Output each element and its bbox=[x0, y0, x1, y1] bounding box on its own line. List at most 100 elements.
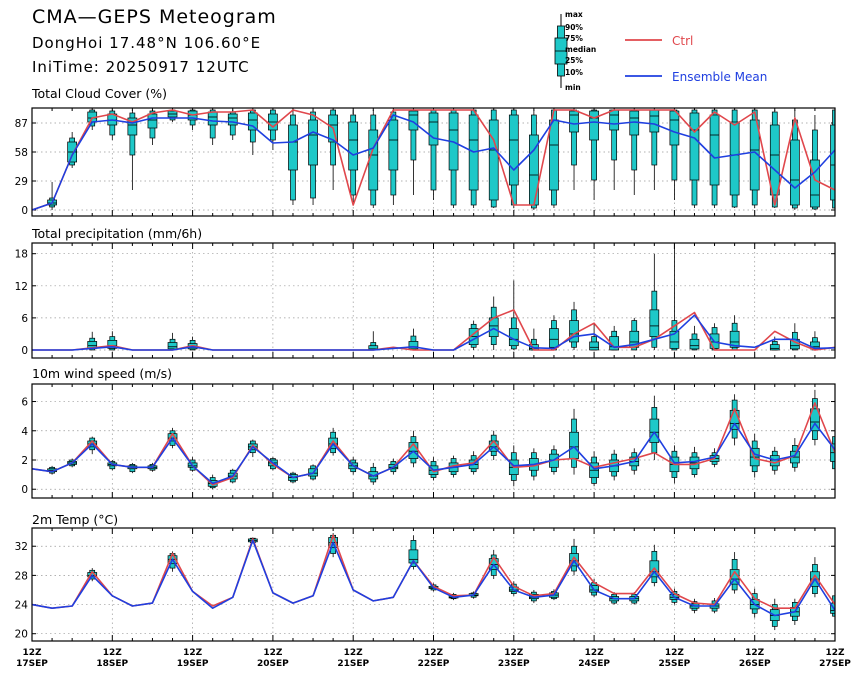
x-tick-label-time: 12Z bbox=[424, 648, 444, 658]
panel-plot-area bbox=[32, 243, 860, 351]
box-25-75 bbox=[167, 342, 178, 350]
x-tick-label-date: 19SEP bbox=[177, 659, 209, 669]
x-tick-label-date: 24SEP bbox=[578, 659, 610, 669]
box-25-75 bbox=[569, 110, 579, 133]
x-tick-label-time: 12Z bbox=[344, 648, 364, 658]
y-tick-label: 20 bbox=[15, 629, 28, 641]
ensemble-mean-line bbox=[32, 539, 835, 617]
box-25-75 bbox=[569, 553, 579, 567]
x-tick-label-date: 17SEP bbox=[16, 659, 48, 669]
y-tick-label: 29 bbox=[15, 176, 28, 188]
x-tick-label-time: 12Z bbox=[504, 648, 524, 658]
ensemble-mean-line bbox=[32, 114, 835, 211]
panel-plot-area bbox=[32, 389, 835, 490]
box-25-75 bbox=[508, 114, 519, 186]
x-tick-label-time: 12Z bbox=[745, 648, 765, 658]
box-25-75 bbox=[488, 119, 499, 201]
panel-frame bbox=[31, 107, 836, 217]
box-25-75 bbox=[851, 347, 860, 350]
legend-box-label: 75% bbox=[565, 34, 583, 43]
y-tick-label: 18 bbox=[15, 249, 28, 261]
x-tick-label-date: 26SEP bbox=[739, 659, 771, 669]
box-25-75 bbox=[348, 121, 359, 171]
box-25-75 bbox=[107, 339, 118, 349]
y-tick-label: 6 bbox=[21, 313, 28, 325]
box-25-75 bbox=[669, 330, 680, 349]
box-25-75 bbox=[689, 338, 700, 350]
y-tick-label: 4 bbox=[21, 426, 28, 438]
legend-ctrl-label: Ctrl bbox=[672, 34, 693, 48]
y-tick-label: 32 bbox=[15, 541, 28, 553]
box-25-75 bbox=[227, 113, 238, 126]
x-tick-label-date: 21SEP bbox=[337, 659, 369, 669]
box-25-75 bbox=[408, 341, 419, 350]
legend-box-label: min bbox=[565, 83, 581, 92]
box-25-75 bbox=[729, 121, 740, 196]
x-tick-label-time: 12Z bbox=[103, 648, 123, 658]
ensemble-mean-line bbox=[32, 314, 835, 351]
box-25-75 bbox=[549, 119, 559, 191]
y-tick-label: 0 bbox=[21, 484, 28, 496]
box-25-75 bbox=[589, 110, 599, 141]
box-25-75 bbox=[851, 120, 860, 195]
location-line: DongHoi 17.48°N 106.60°E bbox=[32, 34, 262, 52]
box-25-75 bbox=[147, 113, 158, 129]
box-25-75 bbox=[810, 159, 820, 208]
ctrl-line bbox=[32, 534, 835, 610]
init-time-line: IniTime: 20250917 12UTC bbox=[32, 58, 250, 76]
box-25-75 bbox=[689, 112, 700, 181]
box-25-75 bbox=[569, 431, 579, 459]
ctrl-line bbox=[32, 402, 835, 486]
box-25-75 bbox=[729, 409, 740, 430]
x-tick-label-date: 23SEP bbox=[498, 659, 530, 669]
x-tick-label-date: 27SEP bbox=[819, 659, 851, 669]
box-25-75 bbox=[408, 549, 419, 564]
box-25-75 bbox=[830, 124, 835, 201]
panel-title: Total precipitation (mm/6h) bbox=[31, 226, 202, 241]
box-25-75 bbox=[207, 111, 218, 126]
legend-mean-label: Ensemble Mean bbox=[672, 70, 767, 84]
legend-box-label: max bbox=[565, 10, 583, 19]
x-tick-label-date: 20SEP bbox=[257, 659, 289, 669]
ensemble-mean-line bbox=[32, 422, 835, 485]
box-25-75 bbox=[649, 309, 660, 337]
box-25-75 bbox=[729, 330, 740, 348]
legend-box-label: median bbox=[565, 45, 596, 54]
panel-frame bbox=[31, 242, 836, 359]
y-tick-label: 2 bbox=[21, 455, 28, 467]
box-25-75 bbox=[709, 114, 720, 186]
box-25-75 bbox=[308, 119, 318, 166]
x-tick-label-date: 25SEP bbox=[659, 659, 691, 669]
box-10-90 bbox=[853, 110, 858, 208]
y-tick-label: 0 bbox=[21, 345, 28, 357]
x-tick-label-time: 12Z bbox=[665, 648, 685, 658]
y-tick-label: 0 bbox=[21, 205, 28, 217]
x-tick-label-time: 12Z bbox=[22, 648, 42, 658]
legend-box-label: 25% bbox=[565, 56, 583, 65]
x-tick-label-date: 22SEP bbox=[418, 659, 450, 669]
box-25-75 bbox=[288, 124, 298, 171]
box-25-75 bbox=[669, 110, 680, 146]
panel-title: 10m wind speed (m/s) bbox=[32, 366, 172, 381]
box-25-75 bbox=[769, 124, 780, 196]
box-25-75 bbox=[649, 109, 660, 133]
box-25-75 bbox=[549, 328, 559, 348]
legend-box-label: 10% bbox=[565, 68, 583, 77]
box-25-75 bbox=[388, 119, 399, 171]
panel-plot-area bbox=[32, 533, 835, 631]
x-tick-label-time: 12Z bbox=[585, 648, 605, 658]
legend-box-label: 90% bbox=[565, 23, 583, 32]
panel-frame bbox=[31, 527, 836, 642]
box-25-75 bbox=[589, 341, 599, 351]
y-tick-label: 58 bbox=[15, 147, 28, 159]
box-25-75 bbox=[649, 418, 660, 443]
box-25-75 bbox=[609, 109, 620, 131]
box-10-90 bbox=[853, 346, 858, 350]
y-tick-label: 87 bbox=[15, 118, 28, 130]
y-tick-label: 24 bbox=[15, 600, 29, 612]
y-tick-label: 28 bbox=[15, 570, 28, 582]
box-25-75 bbox=[368, 129, 379, 191]
panel-title: Total Cloud Cover (%) bbox=[31, 86, 167, 101]
box-25-75 bbox=[127, 117, 138, 136]
panel-title: 2m Temp (°C) bbox=[32, 512, 118, 527]
